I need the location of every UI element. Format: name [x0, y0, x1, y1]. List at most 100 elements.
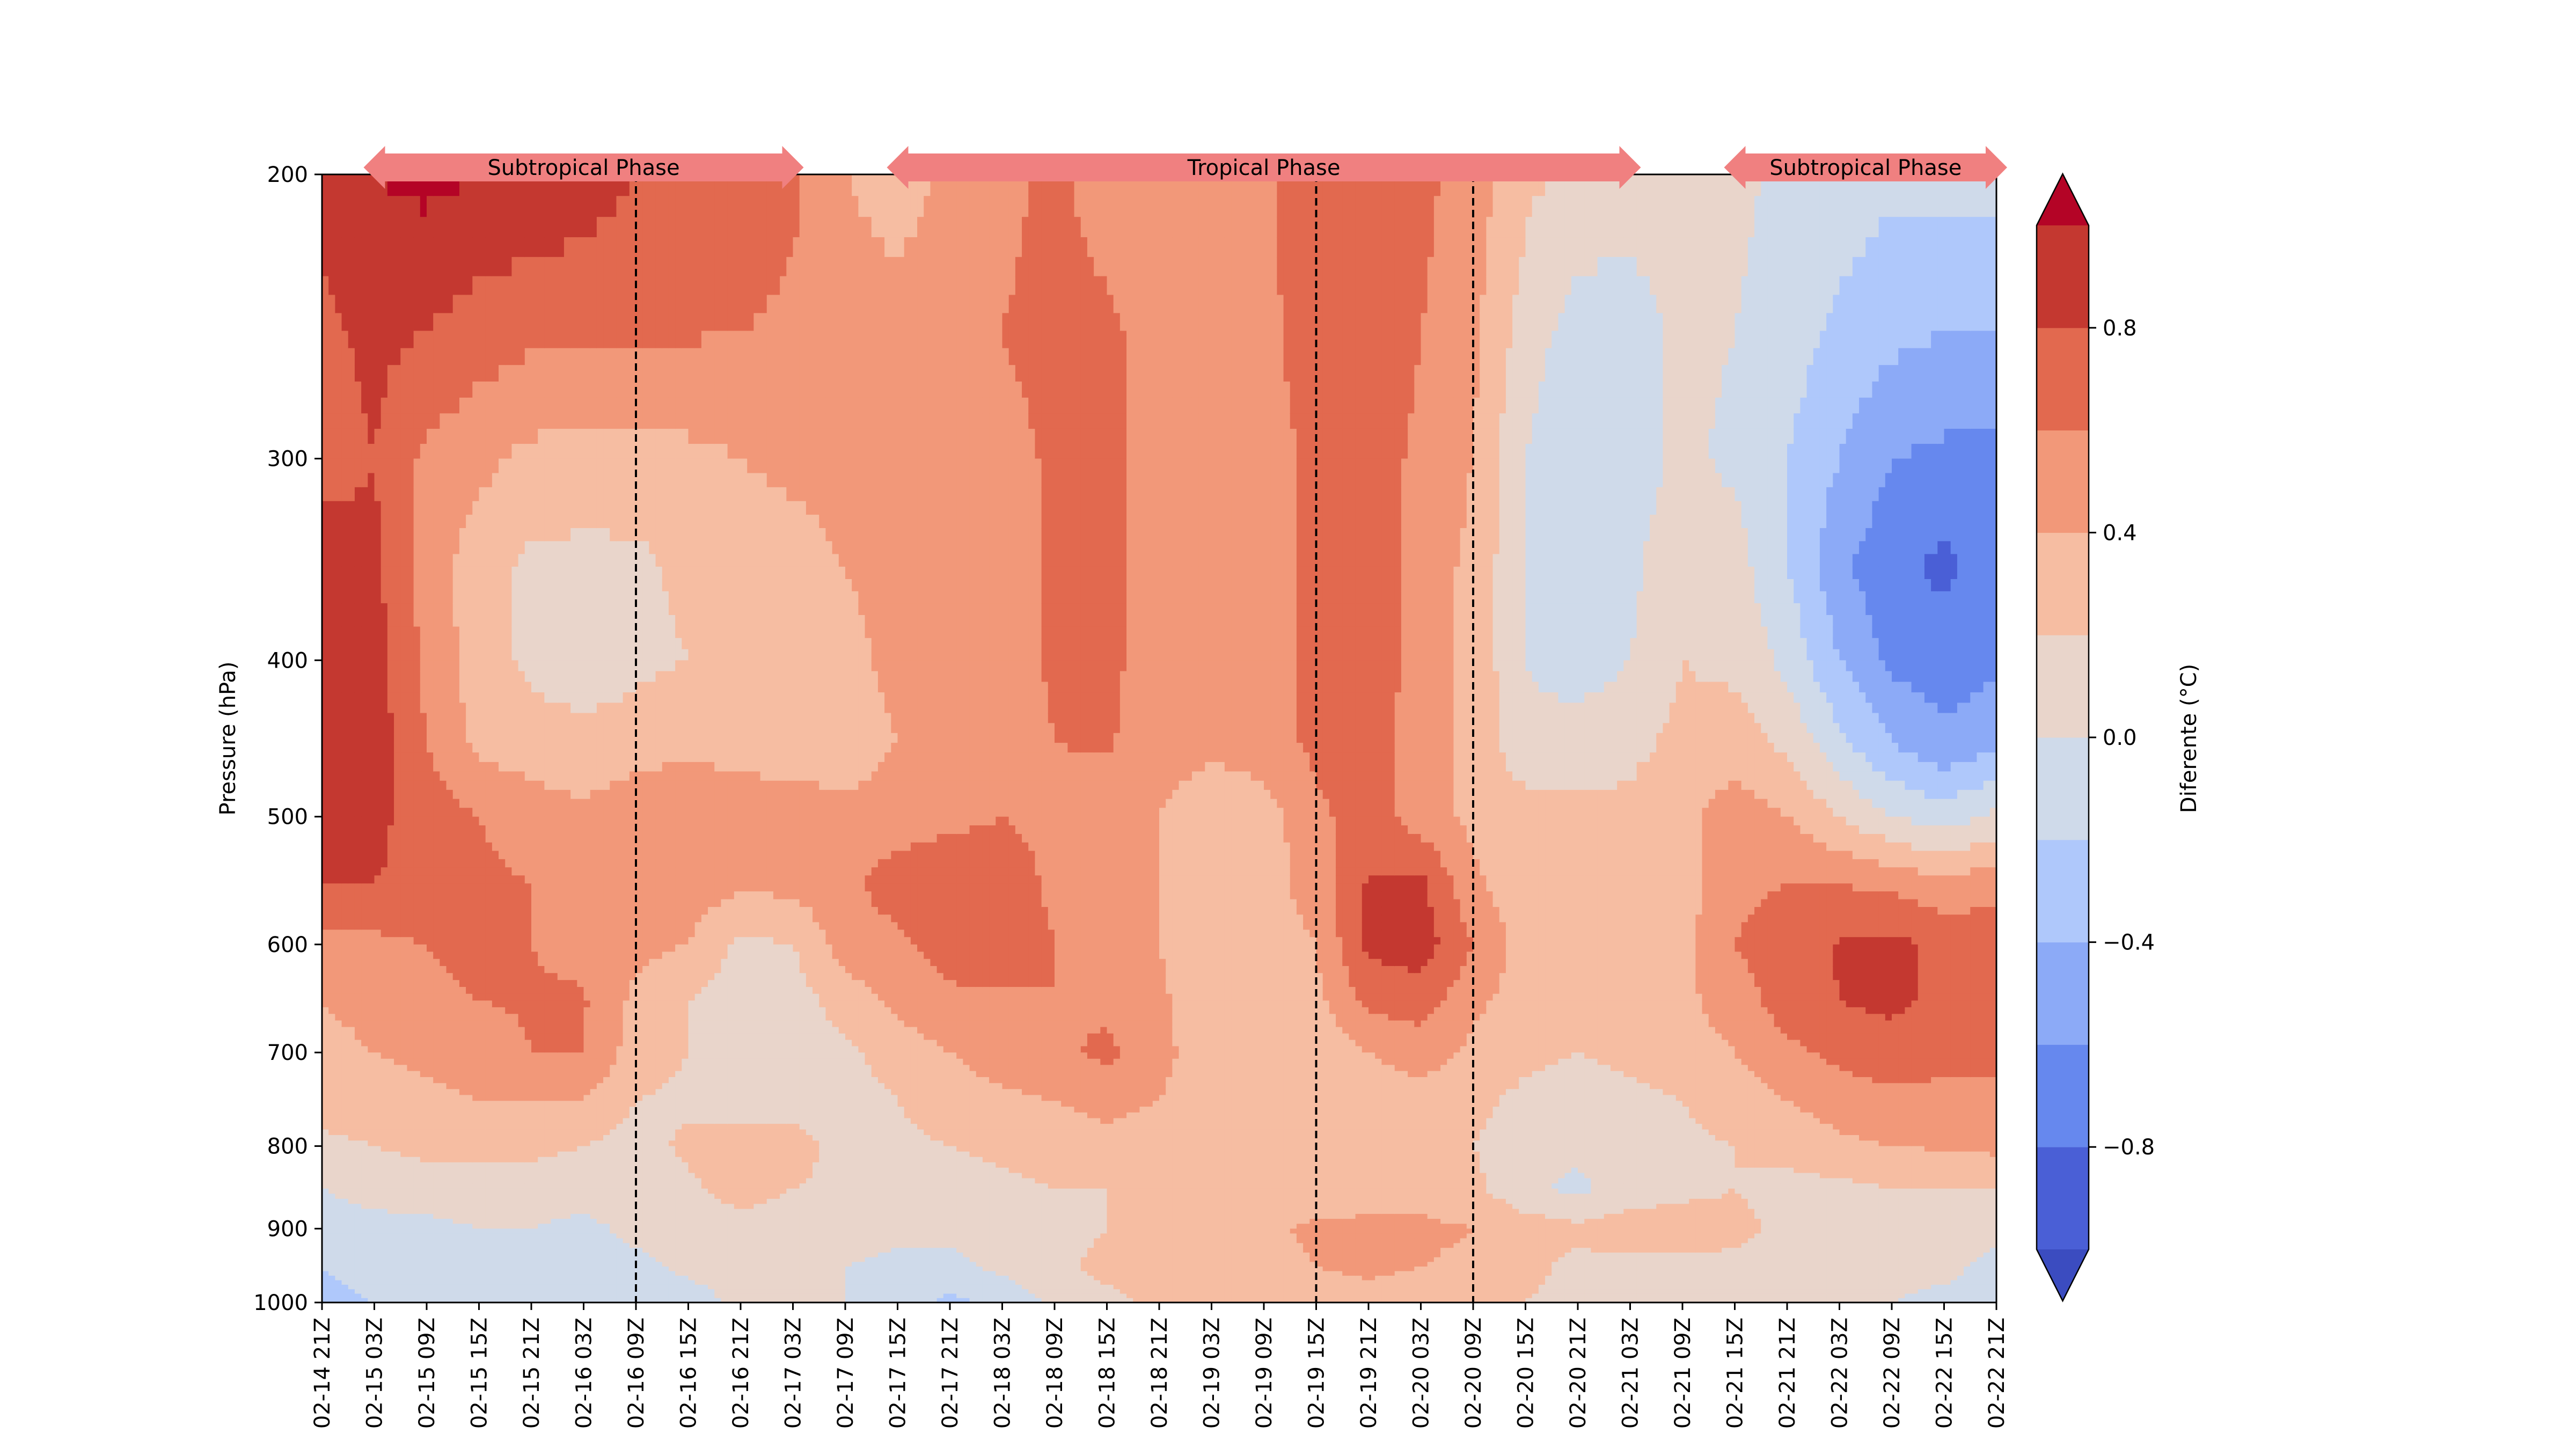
heatmap-cell	[394, 780, 401, 791]
heatmap-cell	[335, 413, 342, 429]
heatmap-cell	[446, 1267, 453, 1272]
heatmap-cell	[518, 842, 525, 852]
heatmap-cell	[479, 515, 486, 529]
heatmap-cell	[413, 733, 421, 743]
heatmap-cell	[551, 1000, 558, 1008]
heatmap-cell	[518, 993, 525, 1001]
heatmap-cell	[380, 937, 388, 945]
heatmap-cell	[348, 626, 355, 639]
heatmap-cell	[479, 1095, 486, 1102]
heatmap-cell	[361, 1209, 369, 1214]
heatmap-cell	[492, 1213, 499, 1219]
heatmap-cell	[361, 1129, 369, 1136]
heatmap-cell	[400, 196, 408, 217]
heatmap-cell	[380, 825, 388, 835]
heatmap-cell	[551, 257, 558, 277]
heatmap-cell	[531, 428, 538, 444]
heatmap-cell	[499, 1178, 506, 1184]
heatmap-cell	[380, 799, 388, 809]
heatmap-cell	[524, 196, 532, 217]
heatmap-cell	[354, 780, 362, 791]
heatmap-cell	[380, 1140, 388, 1147]
heatmap-cell	[328, 501, 336, 515]
heatmap-cell	[452, 1135, 460, 1141]
heatmap-cell	[505, 257, 513, 277]
heatmap-cell	[413, 1178, 421, 1184]
heatmap-cell	[479, 1224, 486, 1230]
heatmap-cell	[459, 487, 466, 502]
heatmap-cell	[341, 638, 349, 650]
heatmap-cell	[499, 1118, 506, 1124]
heatmap-cell	[505, 660, 513, 672]
heatmap-cell	[433, 331, 441, 349]
heatmap-cell	[348, 1167, 355, 1174]
heatmap-cell	[374, 851, 382, 860]
heatmap-cell	[341, 1129, 349, 1136]
heatmap-cell	[341, 528, 349, 542]
heatmap-cell	[413, 1058, 421, 1066]
heatmap-cell	[328, 1027, 336, 1034]
heatmap-cell	[505, 313, 513, 332]
heatmap-cell	[427, 1157, 434, 1163]
heatmap-cell	[440, 295, 447, 314]
heatmap-cell	[557, 1238, 565, 1244]
heatmap-cell	[564, 554, 571, 567]
heatmap-cell	[322, 993, 329, 1001]
heatmap-cell	[538, 937, 545, 945]
heatmap-cell	[499, 1228, 506, 1234]
heatmap-cell	[466, 381, 473, 398]
heatmap-cell	[492, 591, 499, 604]
heatmap-cell	[499, 1107, 506, 1113]
heatmap-cell	[479, 579, 486, 592]
heatmap-cell	[361, 1112, 369, 1119]
heatmap-cell	[492, 1083, 499, 1090]
heatmap-cell	[544, 1213, 552, 1219]
heatmap-cell	[413, 473, 421, 488]
heatmap-cell	[413, 958, 421, 967]
heatmap-cell	[492, 1219, 499, 1225]
heatmap-cell	[335, 649, 342, 661]
heatmap-cell	[485, 1298, 493, 1302]
heatmap-cell	[459, 1252, 466, 1258]
heatmap-cell	[499, 682, 506, 693]
heatmap-cell	[341, 752, 349, 763]
heatmap-cell	[564, 196, 571, 217]
heatmap-cell	[374, 649, 382, 661]
heatmap-cell	[570, 692, 578, 704]
heatmap-cell	[531, 1112, 538, 1119]
heatmap-cell	[374, 993, 382, 1001]
heatmap-cell	[531, 1271, 538, 1276]
heatmap-cell	[440, 1101, 447, 1107]
heatmap-cell	[387, 515, 394, 529]
heatmap-cell	[380, 1077, 388, 1084]
heatmap-cell	[524, 473, 532, 488]
heatmap-cell	[499, 1027, 506, 1034]
heatmap-cell	[570, 1284, 578, 1290]
heatmap-cell	[361, 1183, 369, 1189]
heatmap-cell	[354, 1058, 362, 1066]
heatmap-cell	[433, 733, 441, 743]
heatmap-cell	[354, 867, 362, 876]
heatmap-cell	[348, 842, 355, 852]
heatmap-cell	[505, 458, 513, 474]
heatmap-cell	[544, 1033, 552, 1041]
heatmap-cell	[335, 875, 342, 884]
heatmap-cell	[492, 501, 499, 515]
heatmap-cell	[544, 1151, 552, 1158]
heatmap-cell	[328, 713, 336, 724]
heatmap-cell	[387, 944, 394, 953]
heatmap-cell	[394, 381, 401, 398]
heatmap-cell	[400, 891, 408, 900]
heatmap-cell	[557, 1058, 565, 1066]
heatmap-cell	[387, 649, 394, 661]
heatmap-cell	[374, 1040, 382, 1047]
heatmap-cell	[407, 1146, 414, 1152]
heatmap-cell	[472, 966, 480, 974]
heatmap-cell	[407, 1252, 414, 1258]
heatmap-cell	[394, 816, 401, 826]
heatmap-cell	[361, 1151, 369, 1158]
heatmap-cell	[328, 1194, 336, 1199]
heatmap-cell	[420, 987, 427, 994]
heatmap-cell	[400, 276, 408, 296]
heatmap-cell	[570, 780, 578, 791]
